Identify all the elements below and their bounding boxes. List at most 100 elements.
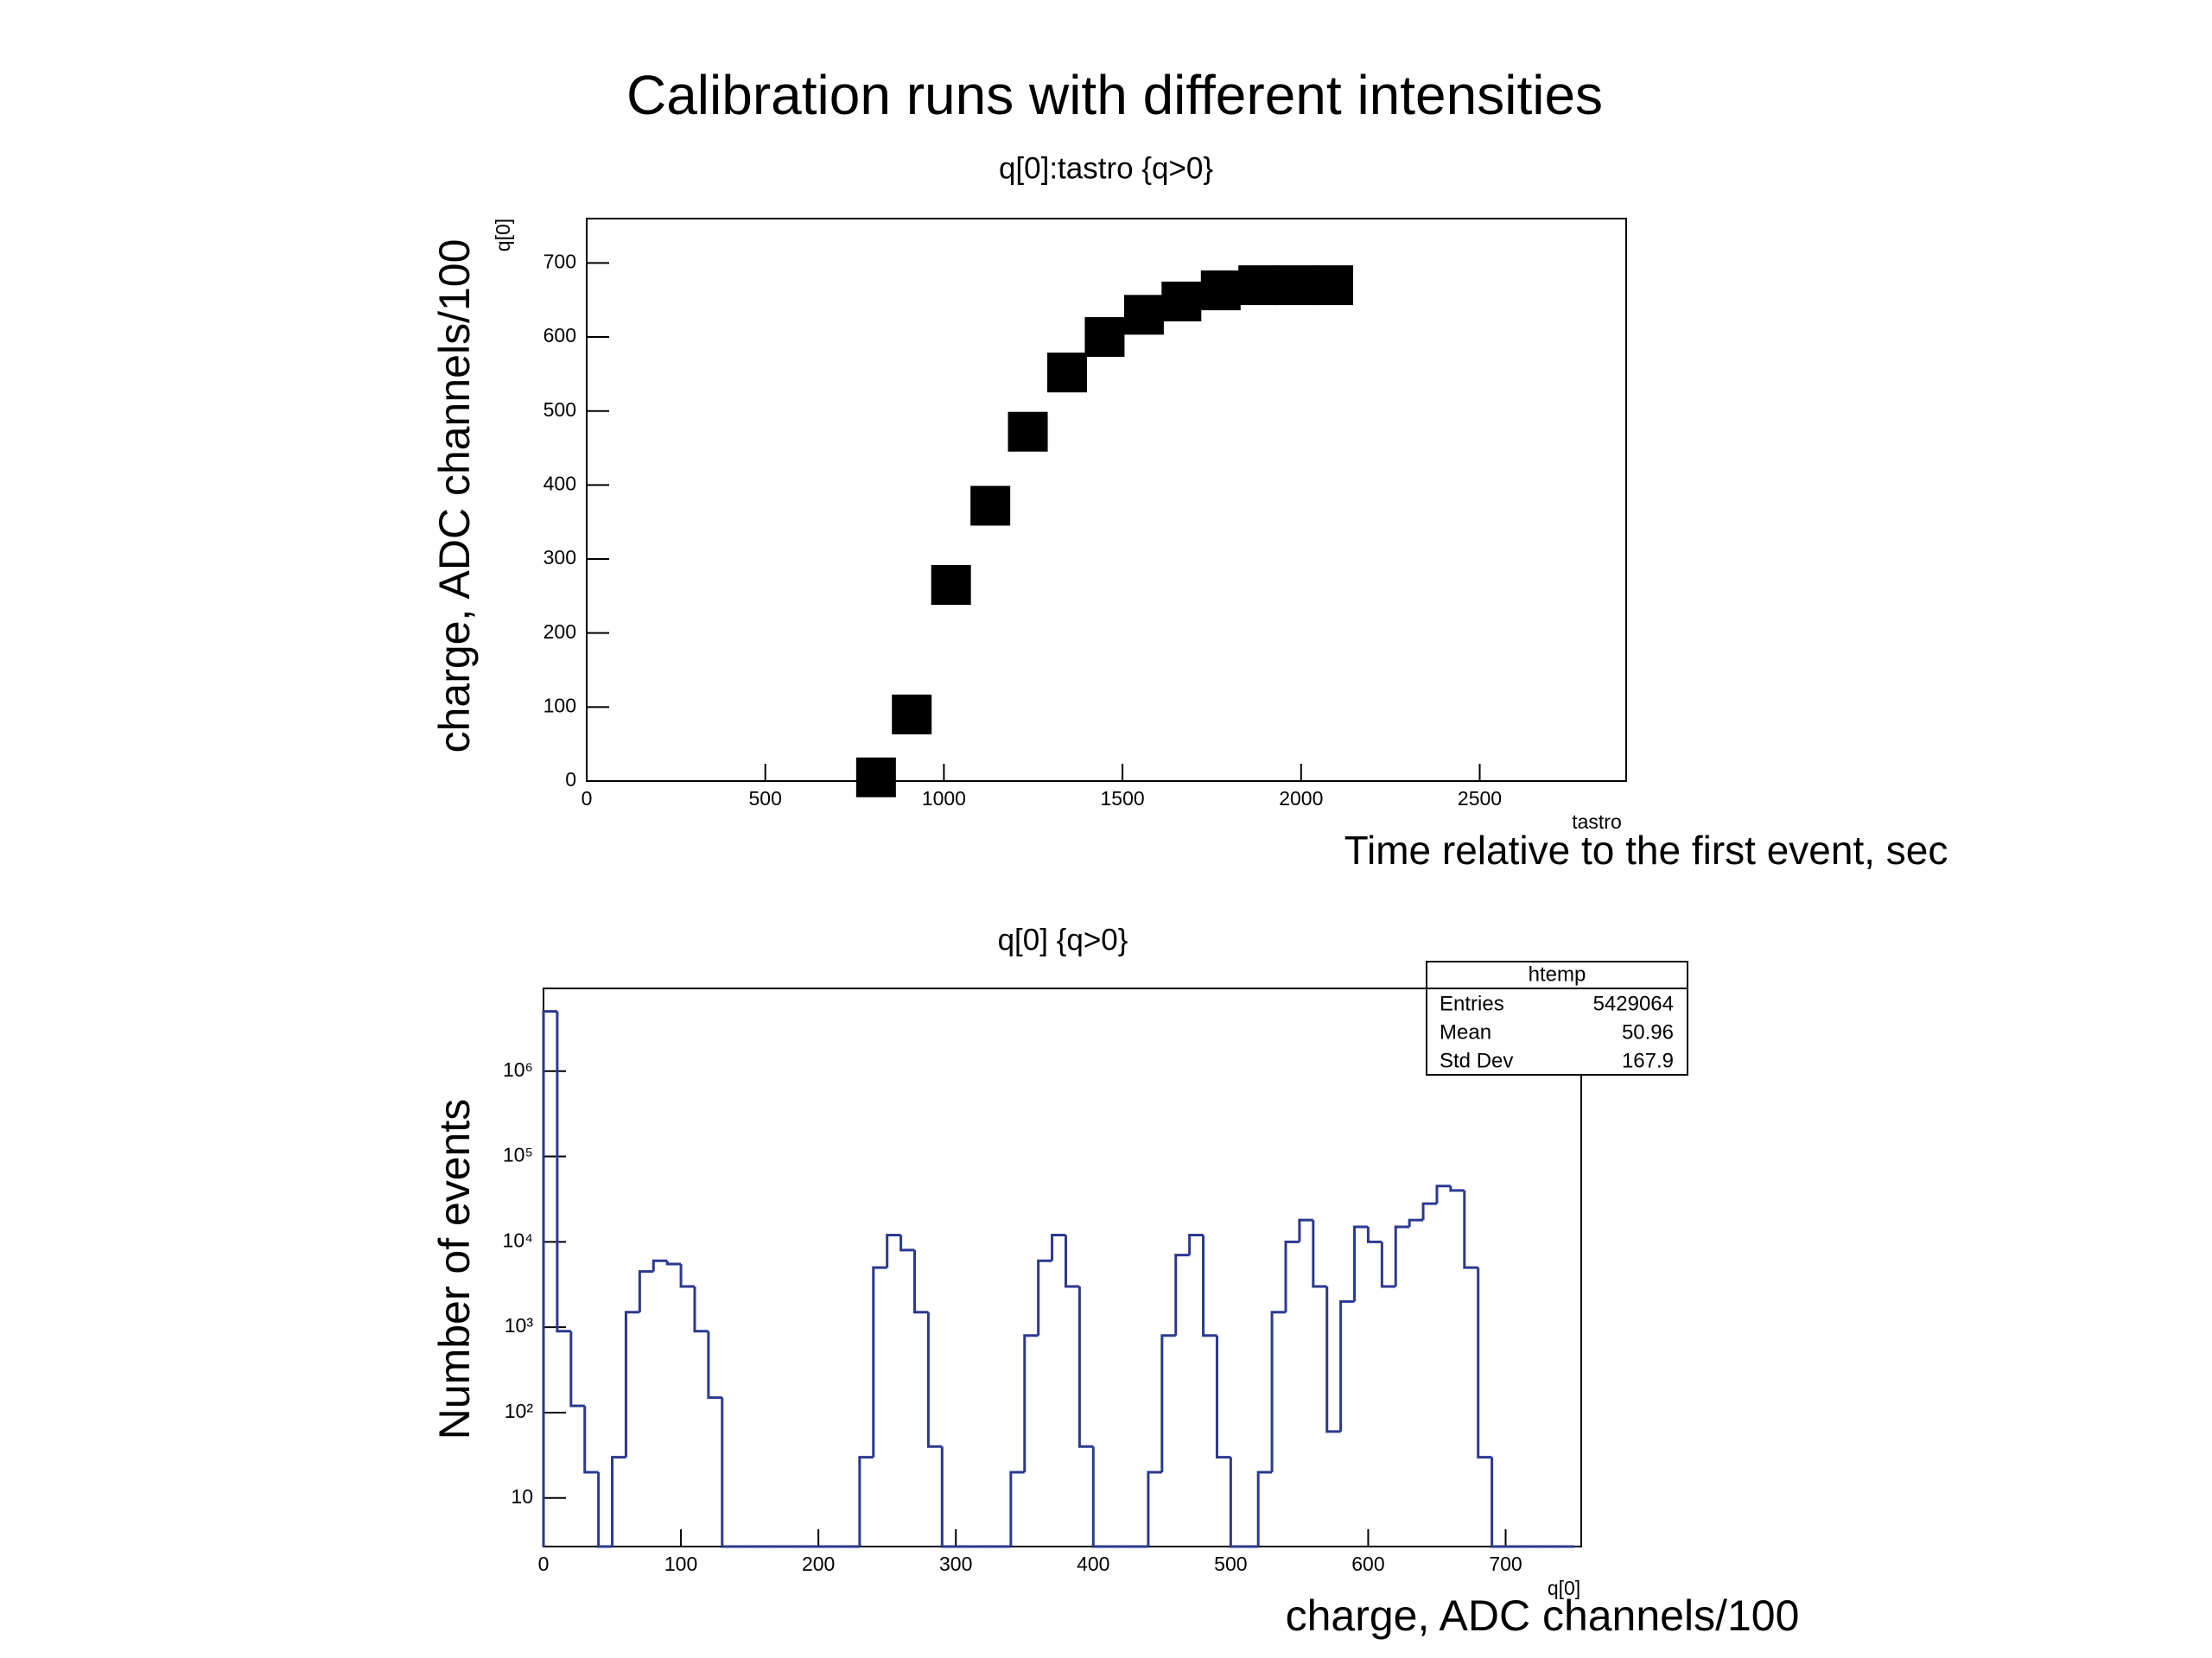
point-cluster bbox=[1047, 353, 1088, 393]
stats-value: 5429064 bbox=[1593, 992, 1674, 1015]
y-tick-label: 500 bbox=[543, 398, 576, 421]
point-cluster bbox=[1161, 281, 1202, 321]
x-axis-label: tastro bbox=[1572, 810, 1622, 833]
histogram-bin bbox=[569, 1331, 585, 1407]
histogram-bin bbox=[1284, 1240, 1300, 1312]
x-tick-label: 1500 bbox=[1101, 787, 1145, 810]
histogram-bin bbox=[652, 1259, 668, 1272]
histogram-bin bbox=[707, 1331, 722, 1400]
point-cluster bbox=[892, 694, 932, 734]
y-tick-label: 10⁴ bbox=[503, 1229, 533, 1251]
y-tick-label: 10 bbox=[511, 1485, 533, 1508]
point-cluster bbox=[1238, 265, 1279, 306]
histogram-bin bbox=[1215, 1335, 1231, 1459]
annotation: charge, ADC channels/100 bbox=[430, 239, 479, 753]
histogram-bin bbox=[624, 1311, 640, 1458]
stats-title: htemp bbox=[1529, 962, 1586, 986]
histogram-bin bbox=[899, 1235, 915, 1252]
histogram-bin bbox=[1421, 1202, 1437, 1221]
point-cluster bbox=[1275, 265, 1316, 306]
histogram-bin bbox=[1312, 1220, 1327, 1288]
point-cluster bbox=[1123, 295, 1164, 335]
stats-label: Entries bbox=[1440, 992, 1504, 1015]
chart-title: q[0]:tastro {q>0} bbox=[999, 151, 1213, 185]
x-tick-label: 0 bbox=[582, 787, 593, 810]
point-cluster bbox=[1007, 411, 1048, 452]
annotation: charge, ADC channels/100 bbox=[1286, 1591, 1800, 1640]
histogram-bin bbox=[1009, 1471, 1025, 1547]
y-tick-label: 700 bbox=[543, 250, 576, 272]
histogram-bin bbox=[611, 1456, 626, 1547]
y-tick-label: 0 bbox=[565, 768, 576, 791]
histogram-bin bbox=[638, 1270, 654, 1312]
x-tick-label: 100 bbox=[664, 1553, 697, 1575]
histogram-bin bbox=[940, 1446, 957, 1548]
x-tick-label: 0 bbox=[538, 1553, 550, 1575]
histogram-bin bbox=[597, 1472, 613, 1548]
stats-label: Std Dev bbox=[1440, 1049, 1513, 1072]
x-tick-label: 200 bbox=[802, 1553, 835, 1575]
y-tick-label: 200 bbox=[543, 620, 576, 643]
x-axis-label: q[0] bbox=[1548, 1577, 1580, 1599]
stats-box bbox=[1426, 961, 1688, 1076]
point-cluster bbox=[970, 486, 1011, 526]
histogram-bin bbox=[1380, 1242, 1396, 1288]
x-tick-label: 2000 bbox=[1279, 787, 1323, 810]
histogram-bin bbox=[1064, 1235, 1080, 1288]
histogram-bin bbox=[1270, 1311, 1286, 1473]
x-tick-label: 500 bbox=[749, 787, 782, 810]
histogram-bin bbox=[1463, 1190, 1478, 1269]
y-axis-label: q[0] bbox=[492, 219, 514, 251]
histogram-bin bbox=[542, 1010, 557, 1547]
point-cluster bbox=[855, 757, 896, 797]
x-tick-label: 700 bbox=[1489, 1553, 1522, 1575]
histogram-bin bbox=[721, 1397, 736, 1548]
x-tick-label: 300 bbox=[939, 1553, 972, 1575]
slide-title: Calibration runs with different intensit… bbox=[626, 64, 1603, 126]
histogram-bin bbox=[1408, 1218, 1424, 1227]
histogram-bin bbox=[1023, 1334, 1039, 1473]
chart-title: q[0] {q>0} bbox=[998, 923, 1128, 956]
histogram-bin bbox=[1491, 1457, 1506, 1548]
annotation: Number of events bbox=[430, 1099, 479, 1440]
stats-value: 50.96 bbox=[1622, 1020, 1674, 1044]
stats-value: 167.9 bbox=[1622, 1049, 1674, 1072]
x-tick-label: 500 bbox=[1214, 1553, 1247, 1575]
histogram-bin bbox=[858, 1456, 874, 1547]
histogram-bin bbox=[1366, 1226, 1382, 1243]
histogram-bin bbox=[556, 1011, 571, 1333]
histogram-bin bbox=[1202, 1235, 1217, 1337]
histogram-bin bbox=[1353, 1225, 1369, 1302]
x-tick-label: 600 bbox=[1351, 1553, 1384, 1575]
histogram-bin bbox=[1394, 1225, 1410, 1287]
histogram-bin bbox=[1160, 1334, 1176, 1473]
histogram-bin bbox=[1091, 1446, 1108, 1548]
y-tick-label: 10³ bbox=[505, 1314, 534, 1337]
y-tick-label: 10⁶ bbox=[503, 1058, 533, 1081]
point-cluster bbox=[1200, 270, 1241, 311]
histogram-bin bbox=[1339, 1299, 1355, 1432]
histogram-bin bbox=[1256, 1471, 1273, 1547]
histogram-bin bbox=[693, 1286, 709, 1333]
histogram-bin bbox=[1174, 1254, 1190, 1336]
x-tick-label: 1000 bbox=[922, 787, 966, 810]
y-tick-label: 100 bbox=[543, 694, 576, 716]
histogram-bin bbox=[1188, 1234, 1204, 1255]
histogram-bin bbox=[1229, 1457, 1245, 1548]
y-tick-label: 300 bbox=[543, 546, 576, 569]
histogram-bin bbox=[1298, 1218, 1313, 1242]
histogram-bin bbox=[1037, 1259, 1052, 1336]
histogram-bin bbox=[1077, 1286, 1094, 1448]
histogram-bin bbox=[1325, 1286, 1341, 1433]
histogram-bin bbox=[665, 1261, 682, 1266]
histogram-bin bbox=[1449, 1185, 1465, 1192]
histogram-bin bbox=[1051, 1234, 1066, 1261]
x-tick-label: 2500 bbox=[1458, 787, 1502, 810]
point-cluster bbox=[931, 565, 971, 606]
y-tick-label: 10² bbox=[505, 1400, 534, 1422]
y-tick-label: 10⁵ bbox=[503, 1144, 533, 1166]
histogram-bin bbox=[913, 1249, 929, 1314]
annotation: Time relative to the first event, sec bbox=[1344, 828, 1948, 873]
histogram-bin bbox=[886, 1234, 901, 1268]
